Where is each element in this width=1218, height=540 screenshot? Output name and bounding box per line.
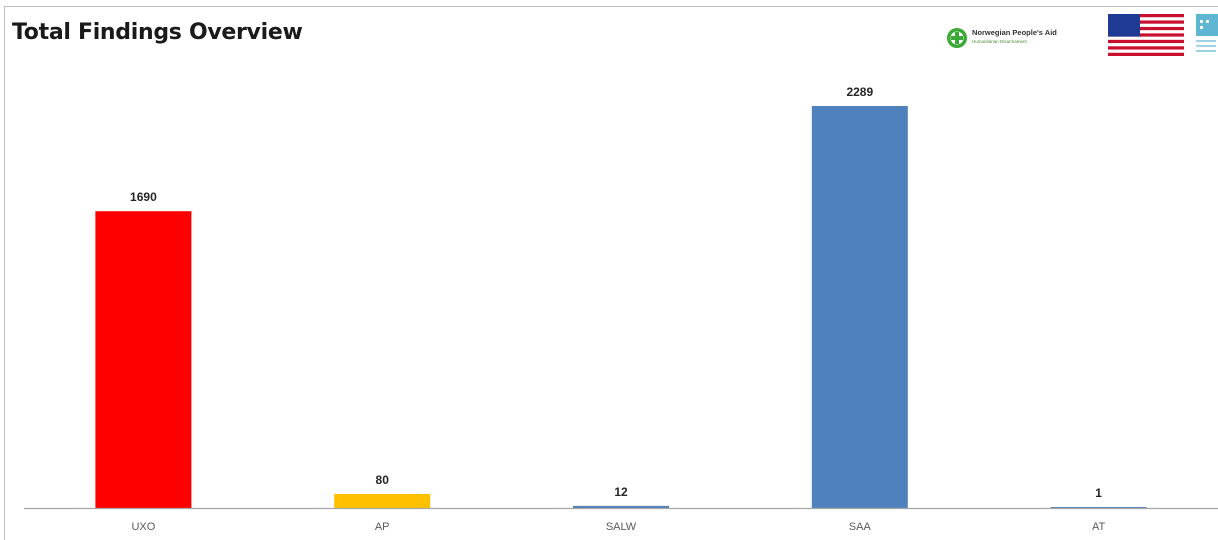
partner-logo-icon [1196,14,1218,52]
x-tick-label-at: AT [1092,521,1106,533]
data-label-saa: 2289 [846,85,873,99]
npa-logo-icon [947,28,967,48]
bar-at [1050,507,1147,508]
data-label-at: 1 [1095,486,1102,500]
data-label-ap: 80 [376,473,390,487]
x-tick-label-ap: AP [375,521,390,533]
bar-ap [334,493,431,508]
x-tick-label-salw: SALW [606,521,637,533]
npa-logo-name: Norwegian People's Aid [972,28,1057,37]
logo-strip: Norwegian People's Aid Humanitarian Disa… [944,12,1218,58]
bar-salw [573,505,669,508]
us-flag-icon [1108,14,1184,56]
bar-saa [811,106,908,508]
x-tick-label-saa: SAA [849,521,872,533]
data-label-salw: 12 [614,485,628,499]
x-tick-label-uxo: UXO [131,521,155,533]
page-title: Total Findings Overview [12,20,303,45]
bar-uxo [95,211,192,508]
data-label-uxo: 1690 [130,190,157,204]
chart-frame [4,6,1218,540]
npa-logo-subtitle: Humanitarian Disarmament [972,39,1027,44]
